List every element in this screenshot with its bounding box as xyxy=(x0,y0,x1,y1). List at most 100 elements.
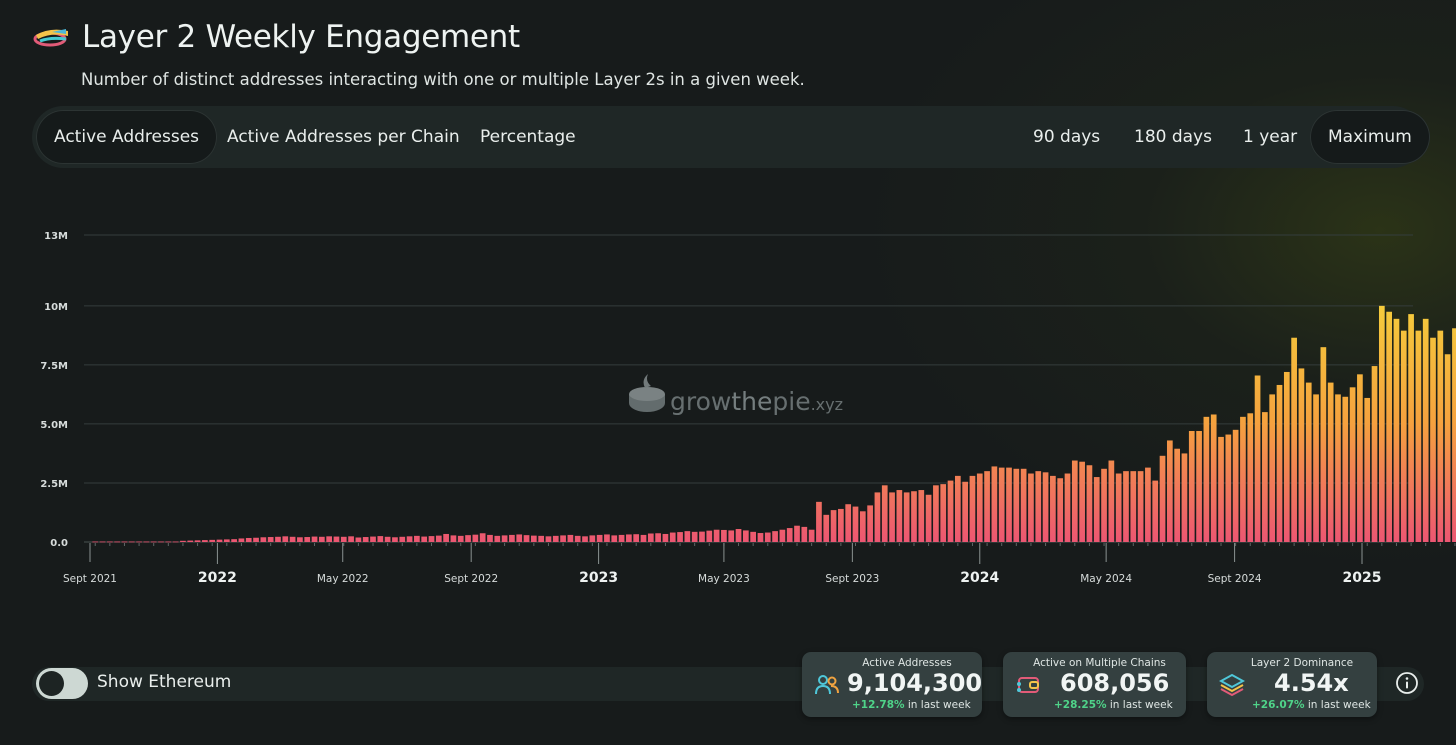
bar[interactable] xyxy=(1196,431,1202,542)
bar[interactable] xyxy=(552,535,559,542)
bar[interactable] xyxy=(662,533,669,542)
bar[interactable] xyxy=(479,533,486,542)
bar[interactable] xyxy=(1006,467,1012,542)
bar[interactable] xyxy=(326,536,332,542)
bar[interactable] xyxy=(158,541,164,543)
bar[interactable] xyxy=(106,541,113,543)
bar[interactable] xyxy=(231,539,237,542)
bar[interactable] xyxy=(1371,366,1378,542)
bar[interactable] xyxy=(399,536,406,542)
bar[interactable] xyxy=(1393,318,1400,542)
bar[interactable] xyxy=(925,494,932,542)
bar[interactable] xyxy=(1042,472,1049,542)
bar[interactable] xyxy=(1123,471,1129,542)
bar[interactable] xyxy=(487,534,493,542)
bar[interactable] xyxy=(1400,330,1407,542)
bar[interactable] xyxy=(1247,413,1254,542)
bar[interactable] xyxy=(311,536,318,542)
bar[interactable] xyxy=(626,534,632,542)
bar[interactable] xyxy=(808,529,815,542)
bar[interactable] xyxy=(1050,475,1056,542)
bar[interactable] xyxy=(918,490,925,542)
bar[interactable] xyxy=(874,492,881,542)
bar[interactable] xyxy=(1444,354,1451,542)
timespan-90-days[interactable]: 90 days xyxy=(1033,127,1101,147)
bar[interactable] xyxy=(1320,347,1327,542)
bar[interactable] xyxy=(764,532,771,542)
bar[interactable] xyxy=(852,506,859,542)
bar[interactable] xyxy=(998,467,1005,542)
bar[interactable] xyxy=(340,536,347,542)
bar[interactable] xyxy=(1210,414,1217,542)
bar[interactable] xyxy=(282,536,289,542)
bar[interactable] xyxy=(348,536,354,542)
bar[interactable] xyxy=(618,534,625,542)
bar[interactable] xyxy=(1422,318,1429,542)
bar[interactable] xyxy=(838,508,844,542)
bar[interactable] xyxy=(757,533,764,542)
tab-active-addresses[interactable]: Active Addresses xyxy=(36,110,218,164)
bar[interactable] xyxy=(1298,368,1305,542)
bar[interactable] xyxy=(1283,371,1290,542)
bar[interactable] xyxy=(742,530,749,542)
bar[interactable] xyxy=(1115,473,1122,542)
bar[interactable] xyxy=(435,535,442,542)
bar[interactable] xyxy=(1013,468,1020,542)
bar[interactable] xyxy=(954,475,961,542)
bar[interactable] xyxy=(589,535,596,542)
bar[interactable] xyxy=(472,534,479,542)
bar[interactable] xyxy=(691,531,698,542)
bar[interactable] xyxy=(297,537,303,542)
bar[interactable] xyxy=(1378,305,1385,542)
bar[interactable] xyxy=(830,510,837,542)
bar[interactable] xyxy=(823,514,830,542)
bar[interactable] xyxy=(121,541,128,543)
bar[interactable] xyxy=(202,540,208,542)
bar[interactable] xyxy=(647,533,654,543)
tab-active-addresses-per-chain[interactable]: Active Addresses per Chain xyxy=(227,127,460,147)
bar[interactable] xyxy=(1349,387,1356,542)
bar[interactable] xyxy=(947,480,954,542)
bar[interactable] xyxy=(567,534,574,542)
bar[interactable] xyxy=(501,535,508,542)
bar[interactable] xyxy=(1203,416,1210,542)
bar[interactable] xyxy=(1181,453,1188,542)
bar[interactable] xyxy=(494,535,501,542)
bar[interactable] xyxy=(1357,374,1363,542)
bar[interactable] xyxy=(267,537,274,542)
bar[interactable] xyxy=(750,531,756,542)
bar[interactable] xyxy=(384,536,391,542)
bar[interactable] xyxy=(1240,416,1246,542)
bar[interactable] xyxy=(421,536,428,542)
bar[interactable] xyxy=(933,485,939,542)
timespan-180-days[interactable]: 180 days xyxy=(1134,127,1212,147)
bar[interactable] xyxy=(684,531,691,542)
bar[interactable] xyxy=(92,541,99,543)
bar[interactable] xyxy=(333,536,340,542)
bar[interactable] xyxy=(1313,394,1319,542)
bar[interactable] xyxy=(1305,382,1312,542)
bar[interactable] xyxy=(1327,382,1334,542)
bar[interactable] xyxy=(582,536,588,542)
bar[interactable] xyxy=(370,536,376,542)
bar[interactable] xyxy=(318,536,325,542)
bar[interactable] xyxy=(574,535,581,542)
bar[interactable] xyxy=(1093,477,1100,542)
bar[interactable] xyxy=(377,536,384,542)
bar[interactable] xyxy=(216,539,223,542)
bar[interactable] xyxy=(699,531,705,542)
bar[interactable] xyxy=(991,466,998,542)
bar[interactable] xyxy=(457,535,464,542)
bar[interactable] xyxy=(1437,330,1444,542)
bar[interactable] xyxy=(1145,467,1151,542)
bar[interactable] xyxy=(596,534,603,542)
bar[interactable] xyxy=(304,537,311,542)
bar[interactable] xyxy=(450,535,457,542)
bar[interactable] xyxy=(245,537,252,542)
bar[interactable] xyxy=(180,540,186,542)
bar[interactable] xyxy=(1152,480,1159,542)
bar[interactable] xyxy=(289,536,296,542)
bar[interactable] xyxy=(1166,440,1173,542)
bar[interactable] xyxy=(560,535,566,542)
bar[interactable] xyxy=(1218,436,1224,542)
